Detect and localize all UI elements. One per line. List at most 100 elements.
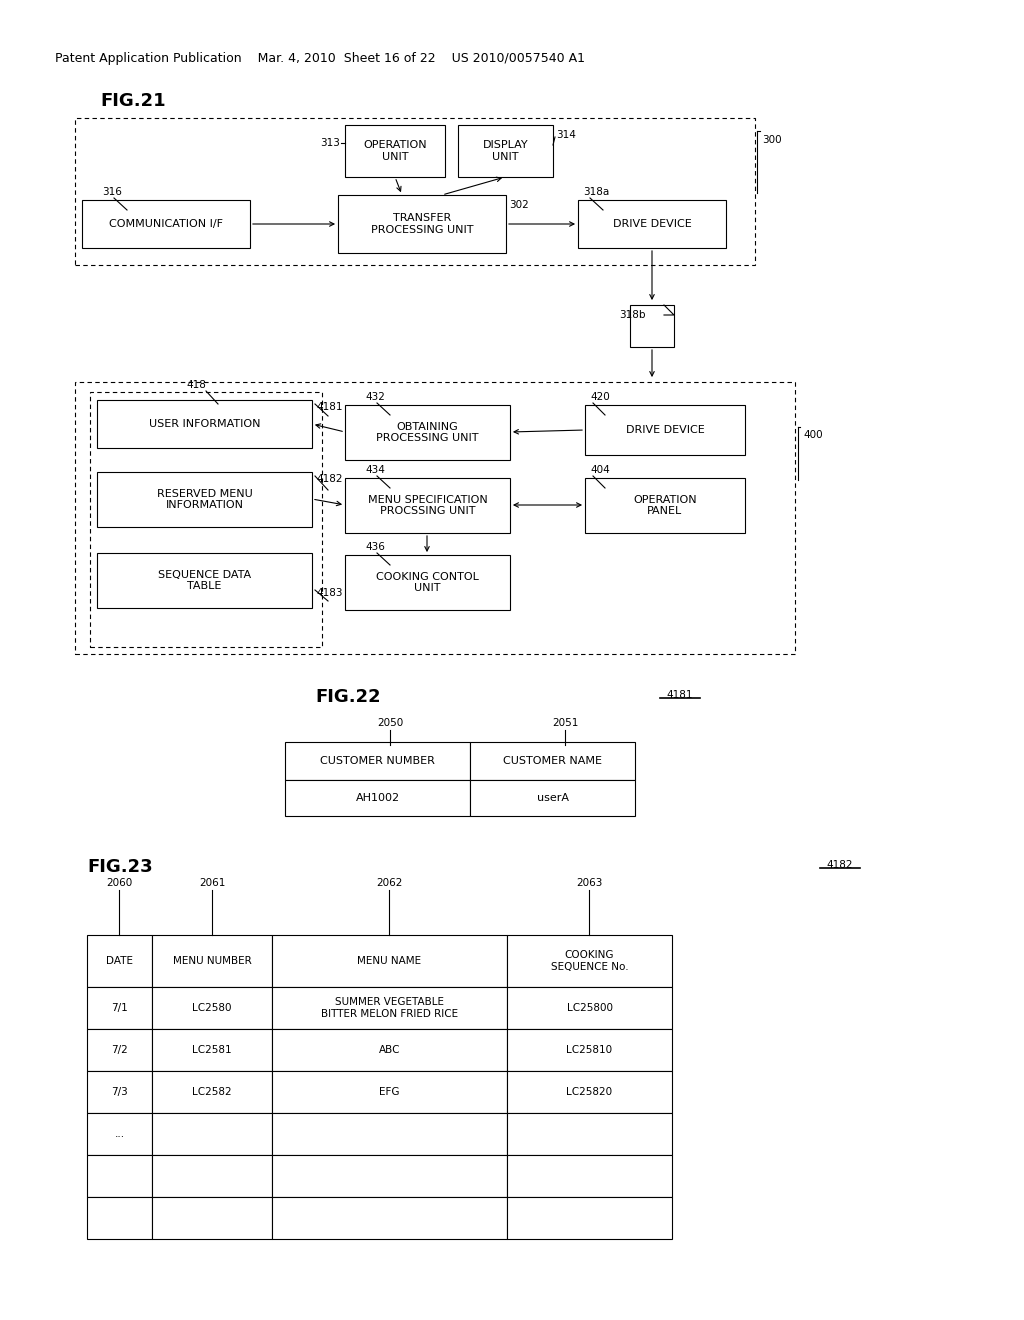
Bar	[345, 125, 445, 177]
Bar	[82, 201, 250, 248]
Bar	[87, 1197, 152, 1239]
Text: 7/1: 7/1	[112, 1003, 128, 1012]
Text: MENU SPECIFICATION
PROCSSING UNIT: MENU SPECIFICATION PROCSSING UNIT	[368, 495, 487, 516]
Text: COMMUNICATION I/F: COMMUNICATION I/F	[109, 219, 223, 228]
Bar	[345, 405, 510, 459]
Text: 436: 436	[366, 543, 385, 552]
Bar	[345, 554, 510, 610]
Text: 7/3: 7/3	[112, 1086, 128, 1097]
Bar	[152, 1197, 272, 1239]
Text: Patent Application Publication    Mar. 4, 2010  Sheet 16 of 22    US 2010/005754: Patent Application Publication Mar. 4, 2…	[55, 51, 585, 65]
Text: 4183: 4183	[316, 587, 342, 598]
Bar	[345, 478, 510, 533]
Text: 302: 302	[509, 201, 528, 210]
Text: LC25820: LC25820	[566, 1086, 612, 1097]
Text: FIG.22: FIG.22	[315, 688, 381, 706]
Text: 2062: 2062	[376, 878, 402, 888]
Text: 2050: 2050	[377, 718, 403, 729]
Text: LC2581: LC2581	[193, 1045, 231, 1055]
Bar	[152, 987, 272, 1030]
Bar	[272, 1071, 507, 1113]
Text: 4182: 4182	[316, 474, 342, 484]
Text: 4181: 4181	[316, 403, 342, 412]
Bar	[272, 987, 507, 1030]
Bar	[507, 935, 672, 987]
Text: 314: 314	[556, 129, 575, 140]
Text: 318a: 318a	[583, 187, 609, 197]
Bar	[75, 381, 795, 653]
Text: DATE: DATE	[106, 956, 133, 966]
Bar	[285, 742, 470, 780]
Text: 2063: 2063	[575, 878, 602, 888]
Text: AH1002: AH1002	[355, 793, 399, 803]
Text: userA: userA	[537, 793, 568, 803]
Bar	[272, 1030, 507, 1071]
Text: RESERVED MENU
INFORMATION: RESERVED MENU INFORMATION	[157, 488, 252, 511]
Text: EFG: EFG	[379, 1086, 399, 1097]
Bar	[585, 478, 745, 533]
Bar	[630, 305, 674, 347]
Text: 420: 420	[590, 392, 609, 403]
Text: DRIVE DEVICE: DRIVE DEVICE	[626, 425, 705, 436]
Bar	[285, 780, 470, 816]
Bar	[578, 201, 726, 248]
Text: 313: 313	[321, 139, 340, 148]
Bar	[272, 1113, 507, 1155]
Bar	[152, 1113, 272, 1155]
Text: 418: 418	[186, 380, 206, 389]
Bar	[75, 117, 755, 265]
Bar	[272, 1197, 507, 1239]
Bar	[338, 195, 506, 253]
Bar	[507, 1155, 672, 1197]
Text: 318b: 318b	[620, 310, 646, 319]
Bar	[507, 1113, 672, 1155]
Text: COOKING
SEQUENCE No.: COOKING SEQUENCE No.	[551, 950, 629, 972]
Bar	[152, 935, 272, 987]
Text: SEQUENCE DATA
TABLE: SEQUENCE DATA TABLE	[158, 570, 251, 591]
Bar	[97, 400, 312, 447]
Text: USER INFORMATION: USER INFORMATION	[148, 418, 260, 429]
Text: TRANSFER
PROCESSING UNIT: TRANSFER PROCESSING UNIT	[371, 214, 473, 235]
Text: 2061: 2061	[199, 878, 225, 888]
Text: 4182: 4182	[826, 861, 853, 870]
Text: SUMMER VEGETABLE
BITTER MELON FRIED RICE: SUMMER VEGETABLE BITTER MELON FRIED RICE	[321, 997, 458, 1019]
Bar	[507, 1030, 672, 1071]
Bar	[507, 1071, 672, 1113]
Text: LC2580: LC2580	[193, 1003, 231, 1012]
Text: 316: 316	[102, 187, 122, 197]
Text: LC25800: LC25800	[566, 1003, 612, 1012]
Text: FIG.23: FIG.23	[87, 858, 153, 876]
Text: DISPLAY
UNIT: DISPLAY UNIT	[482, 140, 528, 162]
Text: 432: 432	[366, 392, 385, 403]
Text: OBTAINING
PROCESSING UNIT: OBTAINING PROCESSING UNIT	[376, 421, 479, 444]
Bar	[470, 742, 635, 780]
Text: MENU NUMBER: MENU NUMBER	[173, 956, 251, 966]
Bar	[458, 125, 553, 177]
Text: 4181: 4181	[667, 690, 693, 700]
Text: ...: ...	[115, 1129, 125, 1139]
Bar	[87, 1155, 152, 1197]
Text: MENU NAME: MENU NAME	[357, 956, 422, 966]
Bar	[87, 1030, 152, 1071]
Bar	[152, 1155, 272, 1197]
Text: OPERATION
UNIT: OPERATION UNIT	[364, 140, 427, 162]
Text: 2060: 2060	[105, 878, 132, 888]
Text: 404: 404	[590, 465, 609, 475]
Text: LC2582: LC2582	[193, 1086, 231, 1097]
Text: 7/2: 7/2	[112, 1045, 128, 1055]
Bar	[90, 392, 322, 647]
Text: ABC: ABC	[379, 1045, 400, 1055]
Text: 300: 300	[762, 135, 781, 145]
Bar	[507, 987, 672, 1030]
Bar	[87, 1071, 152, 1113]
Text: CUSTOMER NAME: CUSTOMER NAME	[503, 756, 602, 766]
Bar	[152, 1030, 272, 1071]
Text: LC25810: LC25810	[566, 1045, 612, 1055]
Text: OPERATION
PANEL: OPERATION PANEL	[633, 495, 696, 516]
Bar	[87, 987, 152, 1030]
Bar	[87, 1113, 152, 1155]
Bar	[470, 780, 635, 816]
Bar	[97, 553, 312, 609]
Text: DRIVE DEVICE: DRIVE DEVICE	[612, 219, 691, 228]
Text: 2051: 2051	[552, 718, 579, 729]
